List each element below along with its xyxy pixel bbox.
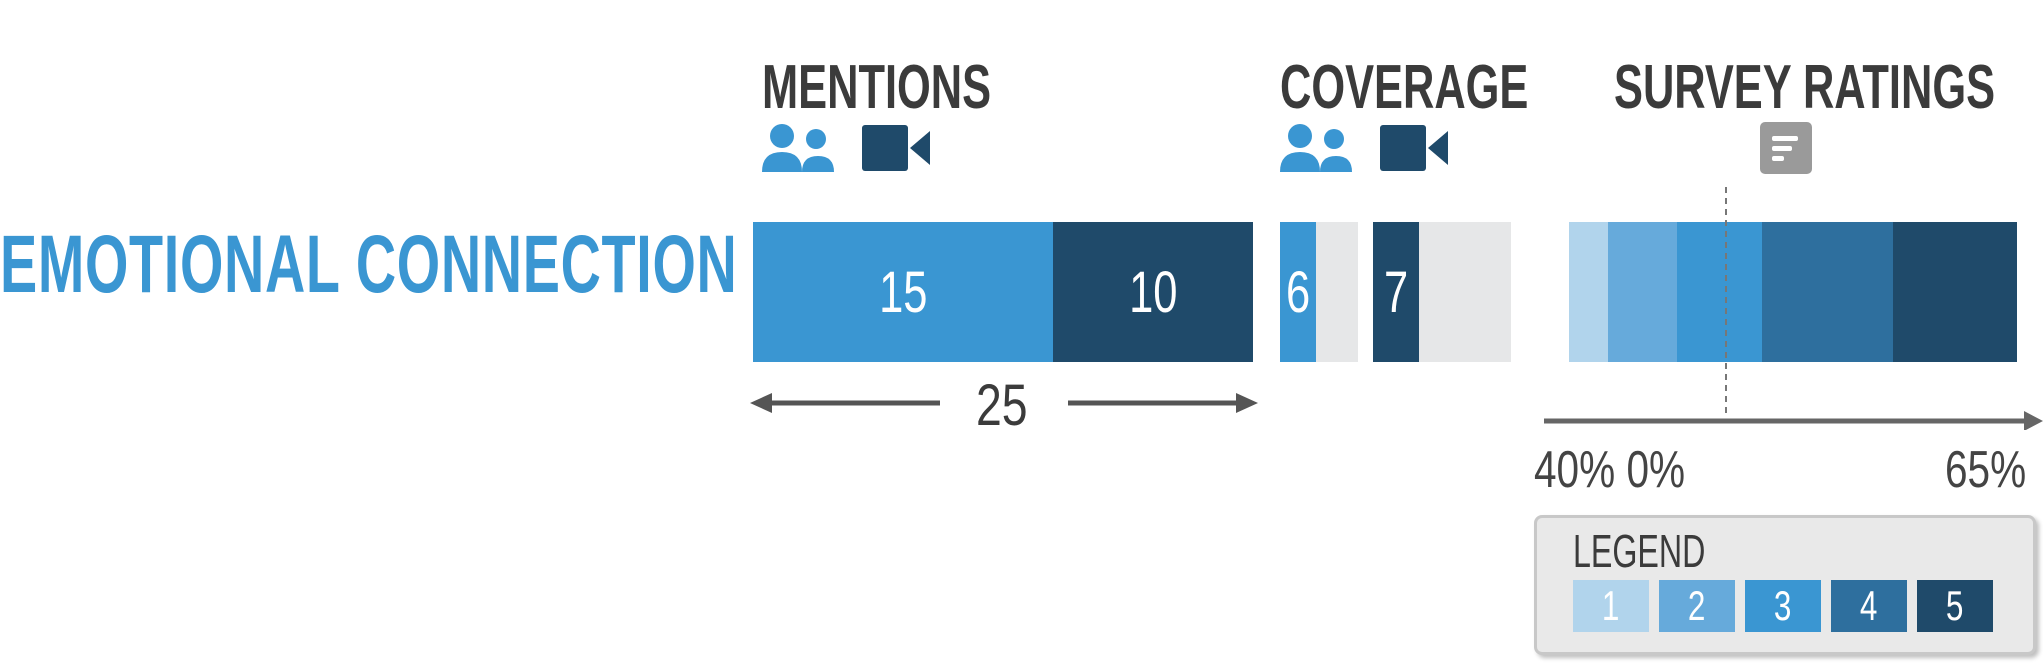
survey-rating-4-segment bbox=[1762, 222, 1894, 362]
survey-document-icon bbox=[1760, 122, 1812, 174]
people-icon bbox=[762, 124, 834, 172]
coverage-video-bar: 7 bbox=[1373, 222, 1419, 362]
mentions-title: MENTIONS bbox=[762, 53, 992, 122]
video-camera-icon bbox=[1380, 125, 1448, 171]
coverage-people-track: 6 bbox=[1280, 222, 1358, 362]
axis-label-left: 40% 0% bbox=[1534, 441, 1686, 499]
legend-title: LEGEND bbox=[1573, 525, 1706, 577]
survey-axis bbox=[1544, 187, 2043, 430]
coverage-title: COVERAGE bbox=[1280, 53, 1529, 122]
coverage-video-track: 7 bbox=[1373, 222, 1511, 362]
legend-swatch-3: 3 bbox=[1745, 580, 1821, 632]
coverage-people-bar: 6 bbox=[1280, 222, 1316, 362]
mentions-video-bar: 10 bbox=[1053, 222, 1253, 362]
survey-rating-2-segment bbox=[1607, 222, 1678, 362]
survey-ratings-title: SURVEY RATINGS bbox=[1614, 53, 1996, 122]
legend-swatch-5: 5 bbox=[1917, 580, 1993, 632]
mentions-total-label: 25 bbox=[976, 373, 1028, 438]
total-range-arrow bbox=[750, 393, 1258, 413]
legend-swatch-1: 1 bbox=[1573, 580, 1649, 632]
legend-swatch-4: 4 bbox=[1831, 580, 1907, 632]
axis-label-right: 65% bbox=[1945, 441, 2027, 499]
axis-arrowhead bbox=[2024, 411, 2043, 430]
survey-ratings-bar bbox=[1569, 222, 2017, 362]
mentions-people-bar: 15 bbox=[753, 222, 1053, 362]
people-icon bbox=[1280, 124, 1352, 172]
survey-rating-3-segment bbox=[1677, 222, 1763, 362]
survey-rating-5-segment bbox=[1893, 222, 2017, 362]
survey-rating-1-segment bbox=[1569, 222, 1608, 362]
legend-swatch-2: 2 bbox=[1659, 580, 1735, 632]
row-label: EMOTIONAL CONNECTION bbox=[0, 219, 738, 310]
video-camera-icon bbox=[862, 125, 930, 171]
mentions-bar: 15 10 bbox=[753, 222, 1253, 362]
